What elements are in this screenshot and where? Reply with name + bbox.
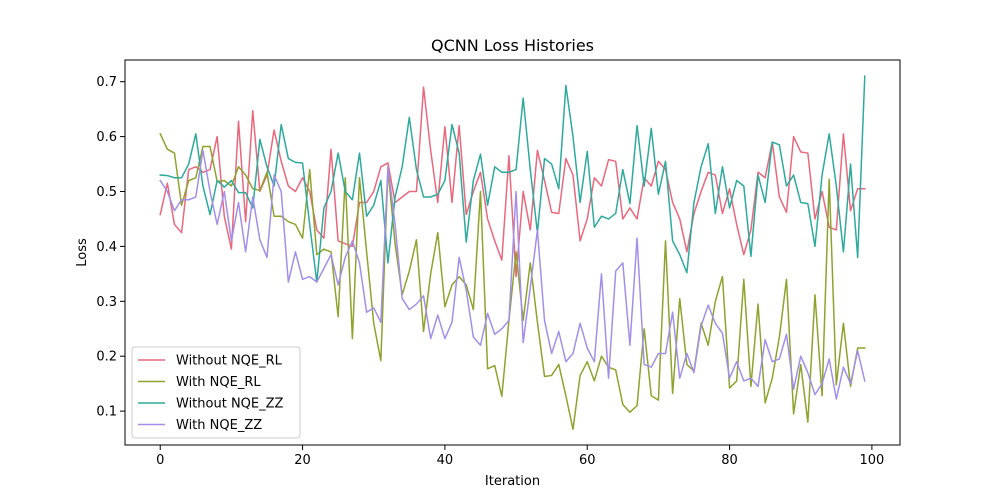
y-tick-label: 0.3 [96,295,117,310]
series-line-3 [159,75,866,283]
y-tick-label: 0.2 [96,350,117,365]
series-line-4 [159,149,866,400]
legend-label-2: With NQE_RL [176,375,261,390]
x-tick-label: 20 [294,453,311,468]
legend-label-3: Without NQE_ZZ [176,397,284,412]
x-tick-label: 40 [437,453,454,468]
x-axis-label: Iteration [485,474,540,489]
x-tick-label: 100 [859,453,884,468]
y-tick-label: 0.7 [96,75,117,90]
y-tick-label: 0.1 [96,405,117,420]
chart-title: QCNN Loss Histories [431,36,594,55]
legend: Without NQE_RL With NQE_RL Without NQE_ZZ W… [131,346,301,439]
y-tick-label: 0.4 [96,240,117,255]
y-tick-label: 0.5 [96,185,117,200]
x-tick-label: 0 [156,453,164,468]
legend-label-4: With NQE_ZZ [176,418,262,433]
series-line-2 [159,132,866,430]
legend-box [131,346,301,439]
x-tick-label: 60 [579,453,596,468]
series-layer [159,75,866,430]
x-axis: 0 20 40 60 80 100 [156,445,884,468]
plot-frame [124,59,901,446]
series-line-1 [159,86,866,278]
legend-label-1: Without NQE_RL [176,354,283,369]
x-tick-label: 80 [721,453,738,468]
y-axis-label: Loss [75,238,90,267]
y-tick-label: 0.6 [96,130,117,145]
y-axis: 0.1 0.2 0.3 0.4 0.5 0.6 0.7 [96,75,125,420]
